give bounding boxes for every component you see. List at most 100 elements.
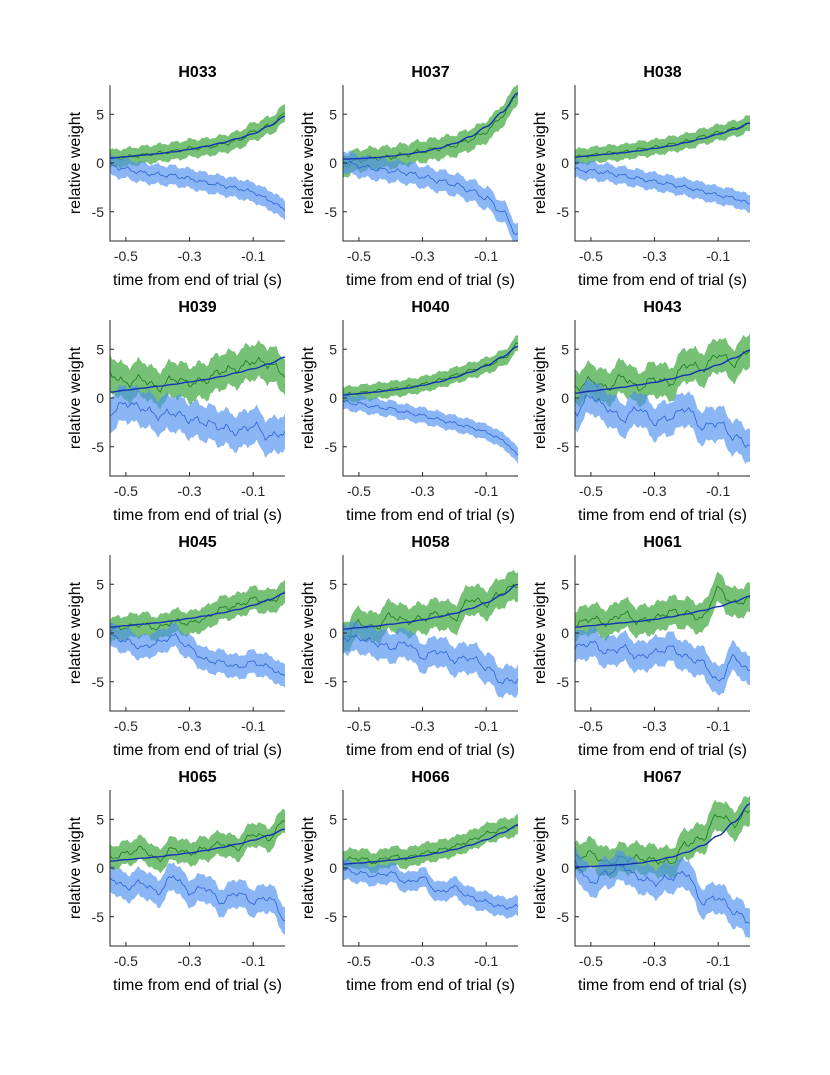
y-tick-label: -5 — [557, 674, 570, 690]
subplot-title: H045 — [178, 534, 216, 551]
y-tick-label: 5 — [96, 576, 104, 592]
y-tick-label: -5 — [557, 909, 570, 925]
green-ci-band — [110, 579, 285, 645]
x-tick-label: -0.3 — [177, 718, 201, 734]
y-tick-label: 5 — [96, 811, 104, 827]
blue-mean-line — [343, 160, 518, 235]
blue-ci-band — [575, 158, 750, 213]
exponential-fit-line — [343, 583, 518, 630]
x-axis-label: time from end of trial (s) — [113, 977, 282, 994]
x-tick-label: -0.3 — [642, 718, 666, 734]
subplot-title: H058 — [411, 534, 449, 551]
y-axis-label: relative weight — [532, 816, 549, 919]
axes-frame — [574, 85, 750, 242]
blue-ci-band — [110, 384, 285, 458]
subplot-title: H040 — [411, 299, 449, 316]
y-axis-label: relative weight — [67, 581, 84, 684]
y-tick-label: 0 — [96, 860, 104, 876]
subplot-h045: 5 0 -5 -0.5 -0.3 -0.1 H045 time from end of tri… — [67, 534, 285, 759]
x-tick-label: -0.1 — [474, 248, 498, 264]
plot-area — [110, 579, 285, 688]
exponential-fit-line — [575, 349, 750, 394]
y-tick-label: -5 — [557, 439, 570, 455]
x-axis-label: time from end of trial (s) — [346, 977, 515, 994]
subplot-h043: 5 0 -5 -0.5 -0.3 -0.1 H043 time from end of tri… — [532, 299, 750, 524]
green-ci-band — [110, 339, 285, 410]
y-tick-label: 0 — [96, 625, 104, 641]
subplot-h066: 5 0 -5 -0.5 -0.3 -0.1 H066 time from end of tri… — [300, 769, 518, 994]
exponential-fit-line — [110, 115, 285, 159]
blue-ci-band — [575, 626, 750, 696]
green-ci-band — [343, 335, 518, 403]
subplot-h058: 5 0 -5 -0.5 -0.3 -0.1 H058 time from end of tri… — [300, 534, 518, 759]
plot-area — [110, 808, 285, 935]
y-tick-label: -5 — [325, 674, 338, 690]
x-axis-label: time from end of trial (s) — [346, 272, 515, 289]
plot-area — [575, 795, 750, 938]
y-tick-label: 0 — [329, 860, 337, 876]
subplot-h039: 5 0 -5 -0.5 -0.3 -0.1 H039 time from end of tri… — [67, 299, 285, 524]
y-tick-label: 0 — [561, 625, 569, 641]
y-axis-label: relative weight — [67, 816, 84, 919]
y-tick-label: 0 — [561, 860, 569, 876]
y-axis-label: relative weight — [532, 581, 549, 684]
subplot-title: H038 — [643, 64, 681, 81]
y-axis-label: relative weight — [532, 346, 549, 449]
exponential-fit-line — [110, 356, 285, 393]
y-axis-label: relative weight — [300, 111, 317, 214]
subplot-h067: 5 0 -5 -0.5 -0.3 -0.1 H067 time from end of tri… — [532, 769, 750, 994]
x-tick-label: -0.5 — [579, 248, 603, 264]
axes-frame — [109, 85, 285, 242]
blue-mean-line — [575, 395, 750, 449]
axes-frame — [342, 555, 518, 712]
x-tick-label: -0.1 — [474, 483, 498, 499]
x-tick-label: -0.1 — [706, 483, 730, 499]
plot-area — [110, 339, 285, 458]
blue-mean-line — [110, 163, 285, 212]
green-ci-band — [575, 333, 750, 408]
blue-ci-band — [575, 379, 750, 464]
exponential-fit-line — [110, 592, 285, 628]
green-ci-band — [575, 571, 750, 643]
subplot-h033: 5 0 -5 -0.5 -0.3 -0.1 H033 time from end of tri… — [67, 64, 285, 289]
subplot-title: H037 — [411, 64, 449, 81]
y-tick-label: 5 — [329, 106, 337, 122]
x-tick-label: -0.3 — [177, 483, 201, 499]
x-tick-label: -0.5 — [347, 248, 371, 264]
subplot-h038: 5 0 -5 -0.5 -0.3 -0.1 H038 time from end of tri… — [532, 64, 750, 289]
axes-frame — [109, 790, 285, 947]
x-tick-label: -0.1 — [706, 718, 730, 734]
x-axis-label: time from end of trial (s) — [113, 742, 282, 759]
y-tick-label: 0 — [561, 390, 569, 406]
green-mean-line — [343, 583, 518, 638]
subplot-title: H061 — [643, 534, 681, 551]
plot-area — [110, 104, 285, 222]
exponential-fit-line — [575, 122, 750, 158]
x-tick-label: -0.5 — [114, 248, 138, 264]
blue-ci-band — [110, 862, 285, 935]
x-tick-label: -0.3 — [642, 483, 666, 499]
plot-area — [343, 335, 518, 464]
axes-frame — [109, 555, 285, 712]
x-axis-label: time from end of trial (s) — [346, 742, 515, 759]
subplot-h037: 5 0 -5 -0.5 -0.3 -0.1 H037 time from end of tri… — [300, 64, 518, 289]
x-tick-label: -0.3 — [410, 718, 434, 734]
y-axis-label: relative weight — [67, 346, 84, 449]
x-tick-label: -0.3 — [177, 248, 201, 264]
y-tick-label: 0 — [96, 390, 104, 406]
plot-area — [575, 115, 750, 213]
x-tick-label: -0.1 — [474, 718, 498, 734]
blue-mean-line — [575, 166, 750, 205]
subplot-h065: 5 0 -5 -0.5 -0.3 -0.1 H065 time from end of tri… — [67, 769, 285, 994]
subplot-title: H043 — [643, 299, 681, 316]
y-tick-label: 0 — [329, 390, 337, 406]
axes-frame — [342, 790, 518, 947]
green-ci-band — [575, 115, 750, 166]
blue-mean-line — [343, 867, 518, 910]
y-axis-label: relative weight — [300, 346, 317, 449]
y-tick-label: 5 — [329, 341, 337, 357]
axes-frame — [574, 555, 750, 712]
green-ci-band — [110, 104, 285, 169]
x-tick-label: -0.1 — [474, 953, 498, 969]
